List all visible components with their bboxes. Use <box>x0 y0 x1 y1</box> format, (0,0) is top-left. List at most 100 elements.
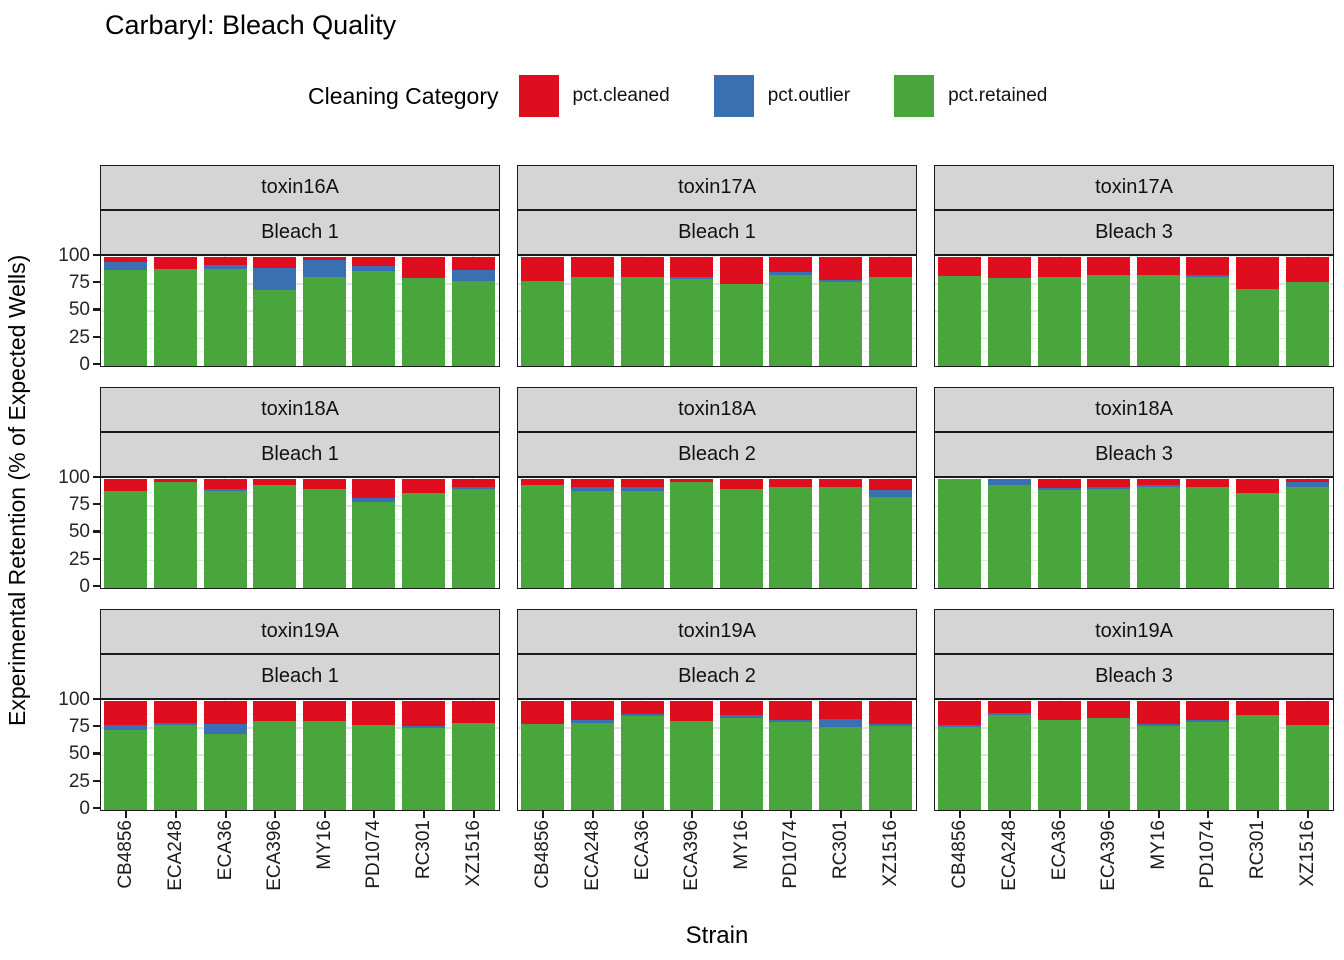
major-gridline <box>101 310 499 312</box>
bar-segment-pct-retained <box>987 715 1031 810</box>
bar-segment-pct-cleaned <box>1186 257 1230 275</box>
bar-segment-pct-outlier <box>104 725 148 730</box>
major-gridline <box>518 727 916 729</box>
bar-segment-pct-cleaned <box>719 701 763 716</box>
minor-gridline <box>518 269 916 271</box>
bar-segment-pct-retained <box>521 281 565 366</box>
y-axis-tick <box>92 335 100 338</box>
bar-segment-pct-retained <box>401 728 445 810</box>
legend-label-retained: pct.retained <box>948 85 1048 106</box>
minor-gridline <box>518 713 916 715</box>
bar-segment-pct-retained <box>868 726 912 810</box>
bar-segment-pct-cleaned <box>769 701 813 720</box>
major-gridline <box>101 754 499 756</box>
bar-segment-pct-cleaned <box>521 701 565 725</box>
major-gridline <box>935 532 1333 534</box>
facet-strip-bleach: Bleach 1 <box>517 210 917 255</box>
x-tick-label: CB4856 <box>115 820 137 889</box>
legend-item-retained: pct.retained <box>894 75 1047 117</box>
facet-strip-toxin: toxin19A <box>517 609 917 654</box>
bar-segment-pct-outlier <box>401 726 445 729</box>
bar-segment-pct-retained <box>620 716 664 810</box>
facet-panel <box>100 255 500 367</box>
minor-gridline <box>518 740 916 742</box>
bar-segment-pct-cleaned <box>620 479 664 487</box>
bar-segment-pct-retained <box>1136 486 1180 588</box>
bar-segment-pct-retained <box>1186 276 1230 366</box>
minor-gridline <box>935 518 1333 520</box>
bar-segment-pct-outlier <box>769 719 813 722</box>
minor-gridline <box>101 740 499 742</box>
y-axis-tick <box>92 779 100 782</box>
y-tick-label: 25 <box>68 548 90 570</box>
bar-segment-pct-outlier <box>352 265 396 272</box>
minor-gridline <box>101 546 499 547</box>
bar-segment-pct-outlier <box>451 270 495 282</box>
bar-segment-pct-retained <box>203 733 247 810</box>
bar-segment-pct-cleaned <box>253 701 297 721</box>
y-axis-tick <box>92 254 100 257</box>
bar-segment-pct-retained <box>401 493 445 588</box>
bar-segment-pct-retained <box>570 491 614 588</box>
x-axis-tick <box>1108 811 1111 818</box>
minor-gridline <box>935 713 1333 715</box>
bar-segment-pct-outlier <box>620 714 664 717</box>
major-gridline <box>101 781 499 783</box>
x-tick-label: ECA248 <box>582 820 603 891</box>
y-axis-tick <box>92 725 100 728</box>
bar-segment-pct-outlier <box>620 486 664 492</box>
bar-segment-pct-outlier <box>203 264 247 270</box>
major-gridline <box>935 727 1333 729</box>
facet-strip-bleach: Bleach 3 <box>934 432 1334 477</box>
facet-strip-toxin: toxin19A <box>100 609 500 654</box>
bar-segment-pct-retained <box>670 482 714 588</box>
bar-segment-pct-cleaned <box>670 701 714 721</box>
legend-label-cleaned: pct.cleaned <box>572 85 670 106</box>
y-axis-tick <box>92 752 100 755</box>
major-gridline <box>101 505 499 507</box>
bar-segment-pct-retained <box>987 484 1031 588</box>
major-gridline <box>518 559 916 561</box>
x-tick-label: RC301 <box>830 820 851 880</box>
bar-segment-pct-retained <box>1285 282 1329 366</box>
legend: Cleaning Category pct.cleaned pct.outlie… <box>308 72 1091 120</box>
bar-segment-pct-outlier <box>153 722 197 726</box>
bar-segment-pct-retained <box>1186 721 1230 810</box>
bar-segment-pct-cleaned <box>1285 479 1329 483</box>
y-axis-tick <box>92 308 100 311</box>
bar-segment-pct-cleaned <box>153 257 197 270</box>
bar-segment-pct-cleaned <box>104 479 148 492</box>
bar-segment-pct-cleaned <box>938 701 982 726</box>
bar-segment-pct-retained <box>938 727 982 810</box>
bar-segment-pct-retained <box>938 275 982 366</box>
minor-gridline <box>935 351 1333 353</box>
x-tick-label: PD1074 <box>363 820 385 889</box>
facet-strip-toxin: toxin18A <box>934 387 1334 432</box>
bar-segment-pct-retained <box>818 282 862 366</box>
bar-segment-pct-retained <box>1136 274 1180 366</box>
bar-segment-pct-retained <box>719 489 763 588</box>
minor-gridline <box>935 573 1333 575</box>
facet-strip-toxin: toxin19A <box>934 609 1334 654</box>
bar-segment-pct-cleaned <box>570 701 614 720</box>
y-tick-label: 25 <box>68 770 90 792</box>
bar-segment-pct-retained <box>719 717 763 810</box>
bar-segment-pct-outlier <box>352 497 396 503</box>
bar-segment-pct-outlier <box>570 486 614 492</box>
bar-segment-pct-retained <box>352 725 396 810</box>
x-axis-title: Strain <box>685 922 749 949</box>
minor-gridline <box>935 324 1333 325</box>
legend-swatch-cleaned <box>518 75 559 117</box>
bar-segment-pct-retained <box>153 725 197 810</box>
bar-segment-pct-retained <box>1235 715 1279 810</box>
x-tick-label: CB4856 <box>949 820 971 889</box>
bar-segment-pct-retained <box>104 729 148 810</box>
major-gridline <box>935 310 1333 312</box>
x-tick-label: ECA36 <box>214 820 236 881</box>
bar-segment-pct-cleaned <box>1235 479 1279 494</box>
bar-segment-pct-cleaned <box>868 257 912 277</box>
x-axis-tick <box>641 811 644 818</box>
bar-segment-pct-retained <box>1087 489 1131 588</box>
bar-segment-pct-cleaned <box>1087 701 1131 718</box>
bar-segment-pct-retained <box>1037 490 1081 588</box>
